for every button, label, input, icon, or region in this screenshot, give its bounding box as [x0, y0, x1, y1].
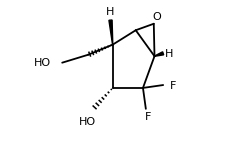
Text: F: F	[170, 81, 176, 91]
Text: O: O	[152, 11, 161, 21]
Text: HO: HO	[79, 117, 96, 127]
Text: F: F	[145, 112, 151, 122]
Text: H: H	[165, 49, 174, 59]
Polygon shape	[154, 52, 164, 56]
Text: HO: HO	[34, 58, 51, 68]
Polygon shape	[109, 20, 113, 45]
Text: H: H	[106, 6, 115, 16]
